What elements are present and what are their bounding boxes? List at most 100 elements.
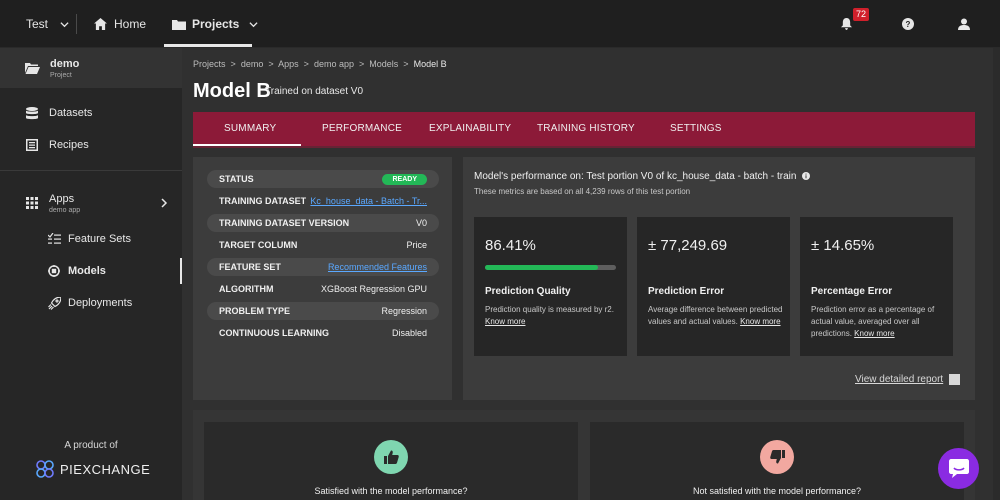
breadcrumb-separator: > <box>356 59 367 69</box>
sidebar-item-feature-sets[interactable]: Feature Sets <box>0 228 182 250</box>
not-satisfied-question: Not satisfied with the model performance… <box>692 486 862 496</box>
home-link[interactable]: Home <box>94 0 146 48</box>
thumbs-down-button[interactable] <box>760 440 794 474</box>
report-chart-icon[interactable] <box>949 374 960 385</box>
user-menu-button[interactable] <box>958 0 970 48</box>
detail-value: Price <box>406 240 427 250</box>
brand-name: PIEXCHANGE <box>60 461 151 477</box>
database-icon <box>26 106 38 119</box>
detail-label: PROBLEM TYPE <box>219 306 291 316</box>
feature-sets-label: Feature Sets <box>68 233 131 245</box>
performance-panel: Model's performance on: Test portion V0 … <box>463 157 975 400</box>
performance-title: Model's performance on: Test portion V0 … <box>474 171 811 182</box>
tab-settings[interactable]: SETTINGS <box>670 123 722 134</box>
folder-icon <box>172 19 186 30</box>
chevron-down-icon <box>249 21 258 27</box>
breadcrumb-models[interactable]: Models <box>369 59 399 69</box>
tab-performance[interactable]: PERFORMANCE <box>322 123 402 134</box>
sidebar-item-datasets[interactable]: Datasets <box>0 102 182 124</box>
active-indicator <box>180 258 182 284</box>
percentage-error-heading: Percentage Error <box>811 286 893 297</box>
tab-explainability[interactable]: EXPLAINABILITY <box>429 123 512 134</box>
workspace-selector[interactable]: Test <box>26 0 69 48</box>
metric-card-percentage-error: ± 14.65% Percentage Error Prediction err… <box>800 217 953 356</box>
feature-set-link[interactable]: Recommended Features <box>327 262 427 272</box>
percentage-error-description: Prediction error as a percentage of actu… <box>811 304 946 340</box>
detail-value: Regression <box>381 306 427 316</box>
scrollbar[interactable] <box>993 48 1000 500</box>
detail-label: TRAINING DATASET VERSION <box>219 218 350 228</box>
sidebar-item-deployments[interactable]: Deployments <box>0 292 182 314</box>
chat-icon <box>948 459 969 478</box>
folder-open-icon <box>25 63 40 74</box>
tab-bar: SUMMARY PERFORMANCE EXPLAINABILITY TRAIN… <box>193 112 975 146</box>
know-more-link[interactable]: Know more <box>485 317 526 326</box>
performance-title-text: Model's performance on: Test portion V0 … <box>474 171 797 182</box>
bell-icon <box>841 18 852 30</box>
thumbs-up-button[interactable] <box>374 440 408 474</box>
detail-row-continuous-learning: CONTINUOUS LEARNING Disabled <box>207 324 439 342</box>
projects-menu[interactable]: Projects <box>172 0 258 48</box>
apps-label: Apps <box>49 192 75 205</box>
notifications-button[interactable] <box>841 0 852 48</box>
notification-badge: 72 <box>853 8 870 21</box>
feedback-card-not-satisfied: Not satisfied with the model performance… <box>590 422 964 500</box>
quality-value: 86.41% <box>485 237 536 254</box>
detail-label: FEATURE SET <box>219 262 281 272</box>
tab-training-history[interactable]: TRAINING HISTORY <box>537 123 635 134</box>
quality-progress-fill <box>485 265 599 270</box>
help-button[interactable]: ? <box>902 0 914 48</box>
recipes-label: Recipes <box>49 139 89 151</box>
sidebar: demo Project Datasets Recipes Apps demo … <box>0 48 182 500</box>
sidebar-item-recipes[interactable]: Recipes <box>0 134 182 156</box>
feature-sets-icon <box>48 233 61 244</box>
breadcrumb-separator: > <box>228 59 239 69</box>
sidebar-divider <box>0 170 182 171</box>
home-label: Home <box>114 17 147 31</box>
sidebar-item-models[interactable]: Models <box>0 260 182 282</box>
detail-row-dataset-version: TRAINING DATASET VERSION V0 <box>207 214 439 232</box>
view-report-link[interactable]: View detailed report <box>855 374 944 385</box>
breadcrumb-projects[interactable]: Projects <box>193 59 226 69</box>
piexchange-logo-icon <box>36 460 54 478</box>
know-more-link[interactable]: Know more <box>740 317 781 326</box>
detail-row-problem-type: PROBLEM TYPE Regression <box>207 302 439 320</box>
breadcrumb: Projects > demo > Apps > demo app > Mode… <box>193 59 447 69</box>
detail-row-training-dataset: TRAINING DATASET Kc_house_data - Batch -… <box>207 192 439 210</box>
detail-label: TRAINING DATASET <box>219 196 307 206</box>
sidebar-item-project[interactable]: demo Project <box>0 48 182 88</box>
training-dataset-link[interactable]: Kc_house_data - Batch - Tr... <box>310 196 427 206</box>
detail-label: STATUS <box>219 174 254 184</box>
error-description: Average difference between predicted val… <box>648 304 783 328</box>
deployments-label: Deployments <box>68 297 133 309</box>
chevron-down-icon <box>60 21 69 27</box>
divider <box>76 14 77 34</box>
tab-summary[interactable]: SUMMARY <box>224 123 277 134</box>
breadcrumb-demo-app[interactable]: demo app <box>313 59 354 69</box>
chat-widget-button[interactable] <box>938 448 979 489</box>
satisfied-question: Satisfied with the model performance? <box>314 486 468 496</box>
detail-row-algorithm: ALGORITHM XGBoost Regression GPU <box>207 280 439 298</box>
apps-sub-label: demo app <box>49 206 81 214</box>
error-description-text: Average difference between predicted val… <box>648 305 783 326</box>
chevron-right-icon <box>161 198 168 208</box>
breadcrumb-demo[interactable]: demo <box>240 59 264 69</box>
metric-card-error: ± 77,249.69 Prediction Error Average dif… <box>637 217 790 356</box>
svg-text:?: ? <box>906 20 911 29</box>
projects-label: Projects <box>192 17 240 31</box>
page-title: Model B <box>193 80 271 102</box>
info-icon[interactable] <box>802 172 811 180</box>
project-name: demo <box>50 57 80 70</box>
detail-value: V0 <box>415 218 427 228</box>
breadcrumb-apps[interactable]: Apps <box>278 59 299 69</box>
tab-bar-border <box>193 146 975 148</box>
home-icon <box>94 18 107 30</box>
thumbs-down-icon <box>769 450 785 464</box>
workspace-label: Test <box>26 17 49 31</box>
datasets-label: Datasets <box>49 107 93 119</box>
know-more-link[interactable]: Know more <box>854 329 895 338</box>
sidebar-item-apps[interactable]: Apps demo app <box>0 188 182 218</box>
project-type: Project <box>50 71 72 79</box>
piexchange-logo: PIEXCHANGE <box>36 460 150 478</box>
status-badge: READY <box>382 173 427 185</box>
